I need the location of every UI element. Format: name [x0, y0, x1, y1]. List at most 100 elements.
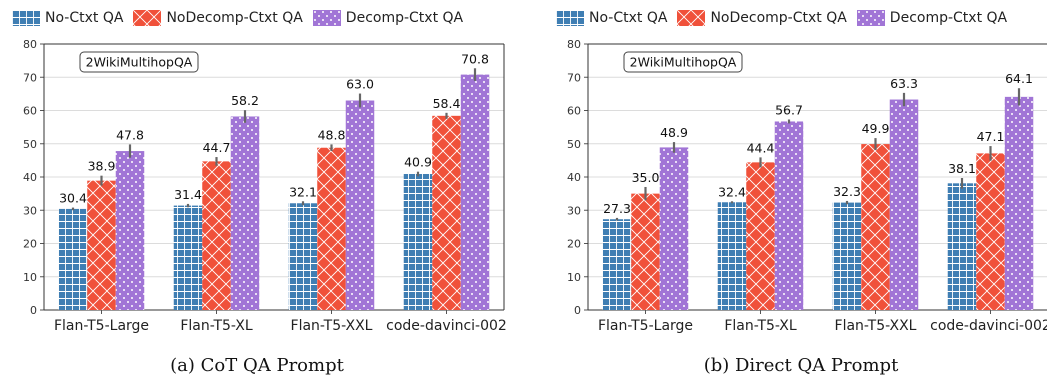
- bar-decomp: [659, 147, 689, 310]
- data-label: 58.2: [231, 93, 259, 108]
- bar-nodecomp: [861, 144, 890, 310]
- data-label: 49.9: [862, 121, 890, 136]
- data-label: 70.8: [461, 51, 489, 66]
- x-tick-label: Flan-T5-Large: [598, 318, 693, 334]
- data-label: 47.1: [977, 129, 1005, 144]
- caption-direct: (b) Direct QA Prompt: [703, 355, 899, 376]
- legend-swatch-no-ctxt: [12, 10, 40, 26]
- bar-no-ctxt: [288, 203, 318, 310]
- chart-panel-direct: No-Ctxt QA NoDecomp-Ctxt QA Decomp-Ctxt …: [546, 0, 1047, 381]
- y-tick-label: 0: [30, 304, 37, 317]
- x-tick-label: Flan-T5-XL: [724, 318, 797, 334]
- data-label: 40.9: [404, 155, 432, 170]
- bar-decomp: [1004, 96, 1034, 311]
- legend-item-no-ctxt: No-Ctxt QA: [12, 10, 123, 26]
- legend-label-no-ctxt: No-Ctxt QA: [589, 10, 668, 26]
- data-label: 32.3: [833, 184, 861, 199]
- bar-no-ctxt: [947, 183, 977, 310]
- y-tick-label: 70: [23, 71, 37, 84]
- y-tick-label: 80: [567, 38, 581, 51]
- legend-item-nodecomp: NoDecomp-Ctxt QA: [133, 10, 303, 26]
- data-label: 64.1: [1005, 71, 1033, 86]
- bar-nodecomp: [432, 115, 461, 310]
- data-label: 48.8: [318, 127, 346, 142]
- data-label: 27.3: [603, 201, 631, 216]
- data-label: 44.7: [203, 140, 231, 155]
- legend-label-decomp: Decomp-Ctxt QA: [345, 10, 464, 26]
- y-tick-label: 70: [567, 71, 581, 84]
- bar-no-ctxt: [602, 219, 632, 310]
- bar-no-ctxt: [173, 205, 203, 310]
- y-tick-label: 50: [23, 138, 37, 151]
- x-tick-label: code-davinci-002: [386, 318, 507, 334]
- legend-swatch-decomp: [312, 10, 341, 26]
- data-label: 32.4: [718, 184, 746, 199]
- bar-nodecomp: [631, 193, 660, 310]
- bar-nodecomp: [202, 161, 231, 310]
- data-label: 56.7: [775, 102, 803, 117]
- legend: No-Ctxt QA NoDecomp-Ctxt QA Decomp-Ctxt …: [12, 8, 473, 28]
- bar-chart-cot: 0 10 20 30 40 50 60 70 80 30.4 38.9 47.8 Flan-T5-Lar…: [23, 38, 507, 334]
- y-tick-label: 20: [23, 238, 37, 251]
- data-label: 38.9: [88, 159, 116, 174]
- bar-decomp: [115, 151, 145, 310]
- y-tick-label: 80: [23, 38, 37, 51]
- data-label: 47.8: [116, 127, 144, 142]
- y-tick-label: 60: [23, 105, 37, 118]
- y-tick-label: 40: [567, 171, 581, 184]
- x-tick-label: Flan-T5-XXL: [291, 318, 373, 334]
- data-label: 44.4: [747, 140, 775, 155]
- legend-swatch-no-ctxt: [556, 10, 584, 26]
- bar-nodecomp: [317, 147, 346, 310]
- legend-swatch-decomp: [856, 10, 885, 26]
- dataset-annotation-box: [79, 51, 199, 73]
- x-tick-label: Flan-T5-XL: [180, 318, 253, 334]
- legend-label-no-ctxt: No-Ctxt QA: [45, 10, 124, 26]
- y-tick-label: 0: [574, 304, 581, 317]
- data-label: 58.4: [433, 96, 461, 111]
- bar-no-ctxt: [717, 202, 747, 310]
- bar-nodecomp: [976, 153, 1005, 310]
- y-tick-label: 30: [23, 204, 37, 217]
- y-tick-label: 60: [567, 105, 581, 118]
- data-label: 35.0: [632, 170, 660, 185]
- bar-decomp: [889, 99, 919, 310]
- bar-decomp: [774, 121, 804, 310]
- data-label: 32.1: [289, 184, 317, 199]
- dataset-annotation: 2WikiMultihopQA: [86, 55, 193, 70]
- bar-chart-direct: 0 10 20 30 40 50 60 70 80 27.3 35.0 48.9 Flan-T5-Lar…: [567, 38, 1047, 334]
- y-tick-label: 30: [567, 204, 581, 217]
- legend-label-nodecomp: NoDecomp-Ctxt QA: [166, 10, 303, 26]
- data-label: 48.9: [660, 125, 688, 140]
- caption-cot: (a) CoT QA Prompt: [170, 355, 344, 376]
- legend-item-decomp: Decomp-Ctxt QA: [856, 10, 1008, 26]
- bar-decomp: [230, 116, 260, 310]
- x-tick-label: Flan-T5-XXL: [835, 318, 917, 334]
- y-tick-label: 40: [23, 171, 37, 184]
- legend-item-decomp: Decomp-Ctxt QA: [312, 10, 464, 26]
- legend-label-nodecomp: NoDecomp-Ctxt QA: [710, 10, 847, 26]
- dataset-annotation-box: [623, 51, 743, 73]
- y-tick-label: 10: [567, 271, 581, 284]
- legend-item-nodecomp: NoDecomp-Ctxt QA: [677, 10, 847, 26]
- legend: No-Ctxt QA NoDecomp-Ctxt QA Decomp-Ctxt …: [556, 8, 1017, 28]
- legend-swatch-nodecomp: [133, 10, 162, 26]
- data-label: 38.1: [948, 161, 976, 176]
- dataset-annotation: 2WikiMultihopQA: [630, 55, 737, 70]
- legend-label-decomp: Decomp-Ctxt QA: [889, 10, 1008, 26]
- data-label: 63.3: [890, 76, 918, 91]
- bar-decomp: [460, 74, 490, 310]
- data-label: 63.0: [346, 77, 374, 92]
- chart-panel-cot: No-Ctxt QA NoDecomp-Ctxt QA Decomp-Ctxt …: [2, 0, 512, 381]
- x-tick-label: Flan-T5-Large: [54, 318, 149, 334]
- data-label: 30.4: [59, 191, 87, 206]
- y-tick-label: 50: [567, 138, 581, 151]
- bar-nodecomp: [87, 180, 116, 310]
- bar-nodecomp: [746, 162, 775, 310]
- legend-swatch-nodecomp: [677, 10, 706, 26]
- bar-no-ctxt: [58, 208, 88, 310]
- y-tick-label: 10: [23, 271, 37, 284]
- legend-item-no-ctxt: No-Ctxt QA: [556, 10, 667, 26]
- y-tick-label: 20: [567, 238, 581, 251]
- x-tick-label: code-davinci-002: [930, 318, 1047, 334]
